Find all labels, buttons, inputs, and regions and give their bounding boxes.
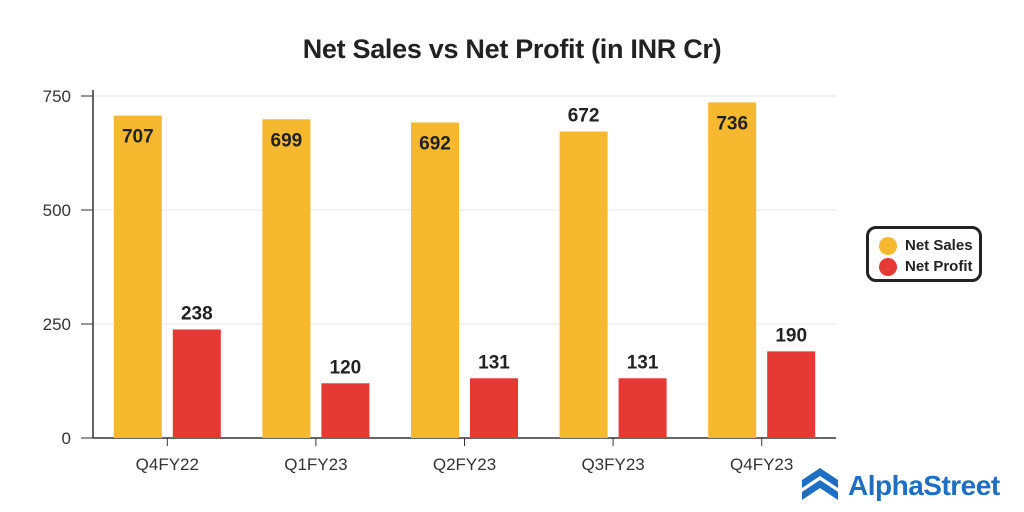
legend-item-net-profit: Net Profit	[879, 256, 979, 277]
net-sales-value-label: 672	[568, 106, 600, 127]
net-sales-bar	[411, 122, 459, 438]
x-tick-label: Q3FY23	[581, 455, 644, 474]
x-tick-label: Q4FY22	[136, 455, 199, 474]
net-profit-bar	[470, 378, 518, 438]
net-sales-value-label: 736	[716, 113, 748, 134]
net-profit-value-label: 120	[330, 357, 362, 378]
legend-label-net-profit: Net Profit	[905, 258, 973, 275]
y-tick-label: 0	[62, 429, 71, 448]
net-profit-bar	[172, 329, 221, 438]
x-tick-label: Q4FY23	[730, 455, 793, 474]
net-sales-bar	[113, 115, 162, 438]
legend-item-net-sales: Net Sales	[879, 235, 979, 256]
legend-label-net-sales: Net Sales	[905, 237, 973, 254]
net-profit-bar	[767, 351, 816, 438]
y-tick-label: 500	[43, 201, 71, 220]
brand-name: AlphaStreet	[848, 470, 1000, 501]
net-sales-swatch	[879, 236, 897, 255]
net-sales-value-label: 699	[271, 130, 303, 151]
net-sales-bar	[708, 102, 757, 438]
alphastreet-logo-icon	[800, 466, 840, 507]
net-profit-value-label: 131	[478, 352, 510, 373]
net-profit-bar	[321, 383, 370, 438]
net-profit-value-label: 190	[775, 325, 807, 346]
chart-title: Net Sales vs Net Profit (in INR Cr)	[302, 34, 722, 64]
net-sales-value-label: 707	[122, 127, 154, 148]
y-tick-label: 250	[43, 315, 71, 334]
brand-logo: AlphaStreet	[800, 466, 1000, 506]
x-tick-label: Q2FY23	[433, 455, 496, 474]
y-tick-label: 750	[43, 87, 71, 106]
legend: Net Sales Net Profit	[866, 226, 982, 282]
x-tick-label: Q1FY23	[284, 455, 347, 474]
net-profit-bar	[618, 378, 667, 438]
net-sales-bar	[559, 131, 608, 438]
net-profit-swatch	[879, 257, 897, 276]
net-sales-bar	[262, 119, 311, 439]
net-sales-value-label: 692	[419, 133, 451, 154]
net-profit-value-label: 238	[181, 303, 213, 324]
net-profit-value-label: 131	[627, 352, 659, 373]
